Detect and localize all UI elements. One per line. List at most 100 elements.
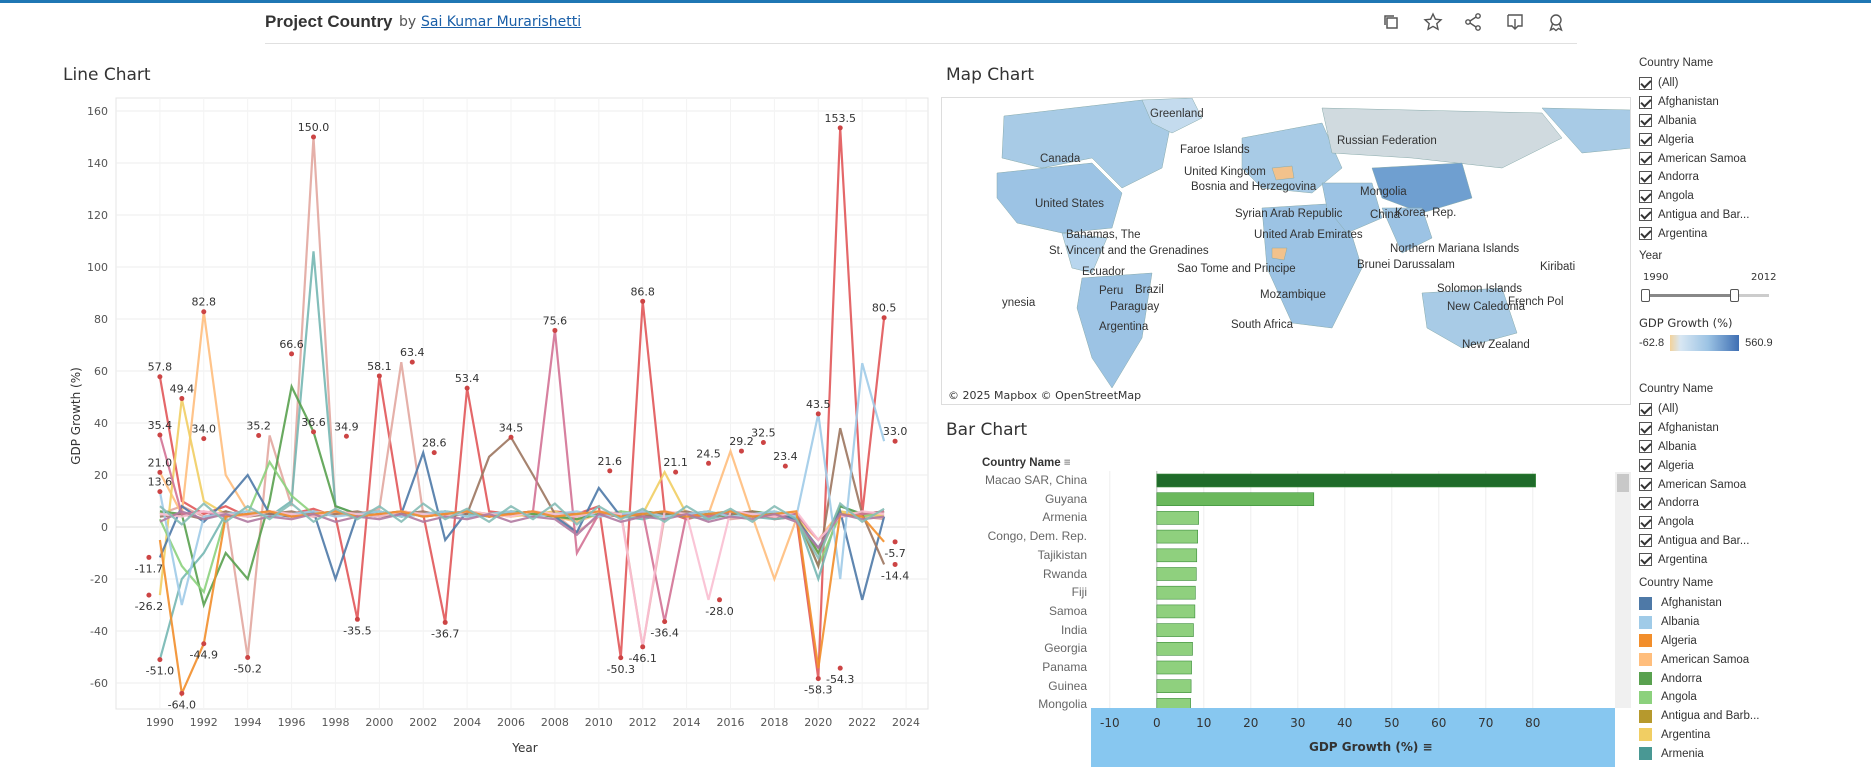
data-point[interactable] xyxy=(892,438,898,444)
data-point[interactable] xyxy=(146,554,152,560)
filter-option[interactable]: Afghanistan xyxy=(1639,93,1749,112)
data-point[interactable] xyxy=(837,665,843,671)
checkbox[interactable] xyxy=(1639,170,1652,184)
data-point[interactable] xyxy=(343,433,349,439)
bar[interactable] xyxy=(1156,604,1196,619)
bar-category-label[interactable]: Mongolia xyxy=(1038,697,1087,712)
checkbox[interactable] xyxy=(1639,459,1652,473)
map-chart[interactable]: Greenland Canada Faroe Islands Russian F… xyxy=(941,97,1631,405)
data-point[interactable] xyxy=(662,619,668,625)
filter-option[interactable]: Albania xyxy=(1639,112,1749,131)
bar[interactable] xyxy=(1156,492,1315,507)
bar-category-label[interactable]: Rwanda xyxy=(1042,566,1087,581)
data-point[interactable] xyxy=(311,134,317,140)
legend-item[interactable]: Argentina xyxy=(1639,726,1759,745)
filter-option[interactable]: American Samoa xyxy=(1639,149,1749,168)
sort-icon[interactable]: ≡ xyxy=(1422,740,1433,754)
filter-option[interactable]: American Samoa xyxy=(1639,475,1749,494)
data-point[interactable] xyxy=(442,619,448,625)
bar[interactable] xyxy=(1156,529,1198,544)
bar-chart[interactable]: Country Name ≡ Macao SAR, China Guyana Arm… xyxy=(941,450,1661,767)
data-point[interactable] xyxy=(706,460,712,466)
checkbox[interactable] xyxy=(1639,95,1652,109)
bar-category-label[interactable]: Samoa xyxy=(1048,603,1087,618)
filter-option[interactable]: Argentina xyxy=(1639,550,1749,569)
data-point[interactable] xyxy=(760,440,766,445)
year-slider[interactable]: 1990 2012 xyxy=(1641,270,1783,310)
bar-category-label[interactable]: Guyana xyxy=(1044,491,1087,506)
legend-item[interactable]: Antigua and Barb... xyxy=(1639,707,1759,726)
data-point[interactable] xyxy=(431,450,437,456)
checkbox[interactable] xyxy=(1639,553,1652,567)
data-point[interactable] xyxy=(892,539,898,545)
bar-category-label[interactable]: Congo, Dem. Rep. xyxy=(987,529,1087,544)
data-point[interactable] xyxy=(640,298,646,304)
data-point[interactable] xyxy=(256,432,262,438)
checkbox[interactable] xyxy=(1639,534,1652,548)
bar-chart-scrollbar[interactable] xyxy=(1615,472,1631,708)
filter-option[interactable]: (All) xyxy=(1639,400,1749,419)
checkbox[interactable] xyxy=(1639,76,1652,90)
filter-option[interactable]: Afghanistan xyxy=(1639,419,1749,438)
checkbox[interactable] xyxy=(1639,496,1652,510)
filter-option[interactable]: Andorra xyxy=(1639,494,1749,513)
data-point[interactable] xyxy=(607,468,613,474)
filter-option[interactable]: Antigua and Bar... xyxy=(1639,206,1749,225)
data-point[interactable] xyxy=(640,644,646,650)
author-link[interactable]: Sai Kumar Murarishetti xyxy=(421,14,582,30)
legend-item[interactable]: Albania xyxy=(1639,613,1759,632)
legend-item[interactable]: Armenia xyxy=(1639,744,1759,763)
legend-item[interactable]: Afghanistan xyxy=(1639,594,1759,613)
data-point[interactable] xyxy=(354,616,360,622)
data-point[interactable] xyxy=(201,309,207,315)
data-point[interactable] xyxy=(289,351,295,357)
data-point[interactable] xyxy=(552,327,558,333)
checkbox[interactable] xyxy=(1639,227,1652,241)
series-line[interactable] xyxy=(159,510,885,550)
slider-start-handle[interactable] xyxy=(1641,289,1650,302)
data-point[interactable] xyxy=(409,359,415,365)
badge-icon[interactable] xyxy=(1544,10,1568,34)
checkbox[interactable] xyxy=(1639,114,1652,128)
data-point[interactable] xyxy=(157,374,163,380)
data-point[interactable] xyxy=(245,655,251,661)
bar-category-label[interactable]: Georgia xyxy=(1044,641,1087,656)
share-icon[interactable] xyxy=(1461,10,1485,34)
data-point[interactable] xyxy=(782,463,788,469)
checkbox[interactable] xyxy=(1639,152,1652,166)
data-point[interactable] xyxy=(311,429,317,435)
bar[interactable] xyxy=(1156,642,1193,656)
data-point[interactable] xyxy=(376,373,382,379)
data-point[interactable] xyxy=(881,315,887,321)
data-point[interactable] xyxy=(508,434,514,440)
checkbox[interactable] xyxy=(1639,515,1652,529)
bar[interactable] xyxy=(1156,511,1199,525)
data-point[interactable] xyxy=(157,432,163,438)
download-icon[interactable] xyxy=(1503,10,1527,34)
checkbox[interactable] xyxy=(1639,478,1652,492)
filter-option[interactable]: Albania xyxy=(1639,438,1749,457)
bar[interactable] xyxy=(1156,548,1198,563)
bar-category-label[interactable]: Tajikistan xyxy=(1037,547,1087,562)
filter-option[interactable]: Andorra xyxy=(1639,168,1749,187)
data-point[interactable] xyxy=(157,657,163,663)
checkbox[interactable] xyxy=(1639,189,1652,203)
filter-option[interactable]: (All) xyxy=(1639,74,1749,93)
bar-chart-x-axis-header[interactable]: GDP Growth (%) ≡ xyxy=(1309,740,1433,754)
bar[interactable] xyxy=(1156,623,1194,637)
filter-option[interactable]: Argentina xyxy=(1639,224,1749,243)
bar-category-label[interactable]: Fiji xyxy=(1071,585,1087,600)
data-point[interactable] xyxy=(892,561,898,567)
legend-item[interactable]: Algeria xyxy=(1639,632,1759,651)
bar[interactable] xyxy=(1156,679,1192,693)
scrollbar-thumb[interactable] xyxy=(1617,474,1629,492)
star-icon[interactable] xyxy=(1421,10,1445,34)
bar-category-label[interactable]: Panama xyxy=(1042,660,1087,674)
bar[interactable] xyxy=(1156,660,1192,675)
data-point[interactable] xyxy=(464,385,470,391)
data-point[interactable] xyxy=(157,489,163,495)
bar-category-label[interactable]: Macao SAR, China xyxy=(984,473,1087,487)
bar-chart-plot[interactable] xyxy=(1091,471,1561,729)
data-point[interactable] xyxy=(673,469,679,475)
legend-item[interactable]: Andorra xyxy=(1639,669,1759,688)
